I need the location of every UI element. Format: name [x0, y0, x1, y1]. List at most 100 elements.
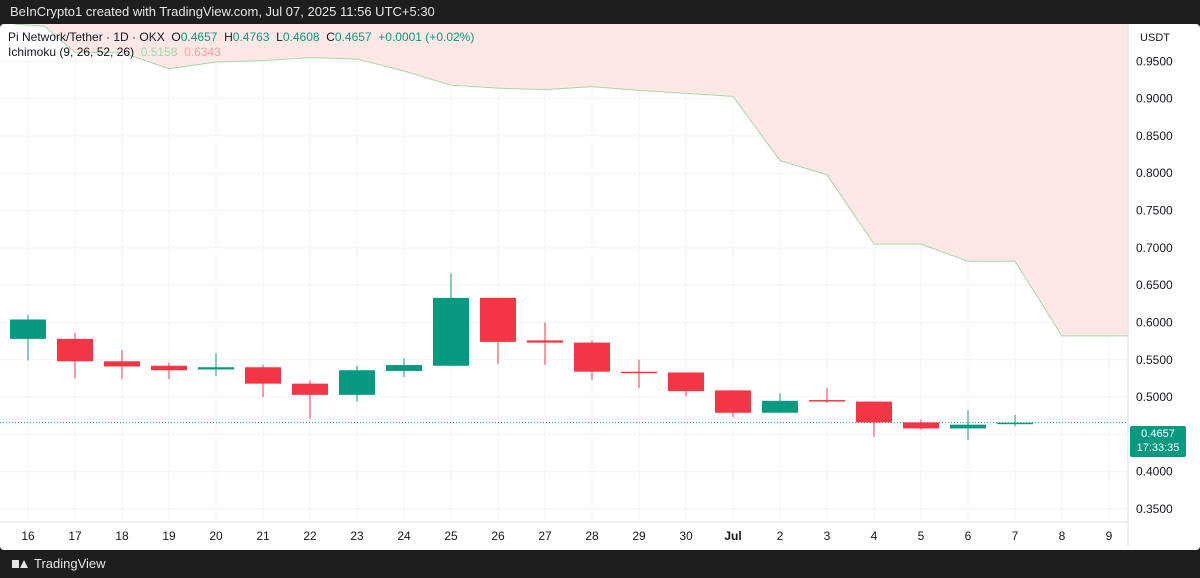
- price-tick-label: 0.8000: [1136, 166, 1173, 180]
- candles: [10, 273, 1033, 440]
- candle-body: [950, 424, 986, 429]
- candle-body: [10, 319, 46, 339]
- candle-body: [151, 365, 187, 371]
- legend-indicator-row[interactable]: Ichimoku (9, 26, 52, 26) 0.5158 0.6343: [8, 45, 474, 60]
- candle-body: [480, 297, 516, 342]
- bar-countdown: 17:33:35: [1136, 442, 1180, 454]
- time-tick-label: 9: [1106, 529, 1113, 543]
- time-tick-label: 3: [824, 529, 831, 543]
- candle: [57, 332, 93, 379]
- time-tick-label: 25: [444, 529, 458, 543]
- price-tick-label: 0.9000: [1136, 92, 1173, 106]
- time-tick-label: 21: [256, 529, 270, 543]
- candle-body: [668, 372, 704, 392]
- candle: [292, 380, 328, 419]
- candle-body: [292, 383, 328, 395]
- legend-c-value: 0.4657: [334, 30, 372, 44]
- indicator-value-2: 0.6343: [184, 45, 221, 59]
- time-tick-label: 8: [1059, 529, 1066, 543]
- legend-change: +0.0001 (+0.02%): [378, 30, 475, 44]
- time-tick-label: 29: [632, 529, 646, 543]
- time-tick-label: 22: [303, 529, 317, 543]
- price-tick-label: 0.6000: [1136, 315, 1173, 329]
- legend-o-label: O: [171, 30, 181, 44]
- price-tick-label: 0.8500: [1136, 129, 1173, 143]
- cloud-lower-line: [13, 24, 1128, 337]
- price-tick-label: 0.3500: [1136, 502, 1173, 516]
- time-tick-label: 6: [965, 529, 972, 543]
- price-tick-label: 0.7000: [1136, 241, 1173, 255]
- candle: [715, 390, 751, 418]
- candle: [245, 365, 281, 398]
- price-tick-label: 0.7500: [1136, 204, 1173, 218]
- time-tick-label: 24: [397, 529, 411, 543]
- candle-body: [104, 361, 140, 367]
- candle: [386, 358, 422, 377]
- legend-l-label: L: [276, 30, 283, 44]
- candle: [950, 410, 986, 440]
- candle: [151, 362, 187, 380]
- candle-body: [997, 422, 1033, 425]
- chart-panel[interactable]: 0.35000.40000.45000.50000.55000.60000.65…: [0, 24, 1200, 550]
- candle: [433, 273, 469, 366]
- candle-body: [856, 401, 892, 423]
- candle-body: [386, 365, 422, 371]
- time-tick-label: 19: [162, 529, 176, 543]
- candle: [856, 401, 892, 437]
- tradingview-logo[interactable]: TradingView: [12, 556, 106, 571]
- candle: [621, 359, 657, 389]
- candle-body: [762, 400, 798, 413]
- candle: [480, 297, 516, 365]
- price-tick-label: 0.6500: [1136, 278, 1173, 292]
- candle: [527, 322, 563, 366]
- legend-h-label: H: [224, 30, 233, 44]
- footer-bar: TradingView: [0, 550, 1200, 578]
- candle: [10, 315, 46, 361]
- candle-body: [574, 342, 610, 372]
- candle: [762, 393, 798, 413]
- time-tick-label: 28: [585, 529, 599, 543]
- price-tick-label: 0.5500: [1136, 353, 1173, 367]
- time-tick-label: 27: [538, 529, 552, 543]
- time-tick-label: 18: [115, 529, 129, 543]
- price-chart[interactable]: 0.35000.40000.45000.50000.55000.60000.65…: [0, 24, 1200, 550]
- time-tick-label: 2: [777, 529, 784, 543]
- cloud-fill: [13, 24, 1128, 336]
- time-tick-label: 30: [679, 529, 693, 543]
- candle-body: [198, 367, 234, 370]
- candle-body: [57, 338, 93, 362]
- price-axis: 0.35000.40000.45000.50000.55000.60000.65…: [1136, 54, 1173, 516]
- indicator-name[interactable]: Ichimoku (9, 26, 52, 26): [8, 45, 135, 59]
- last-price-value: 0.4657: [1141, 428, 1175, 440]
- currency-label[interactable]: USDT: [1140, 32, 1170, 44]
- tradingview-brand: TradingView: [34, 556, 106, 571]
- candle-body: [903, 422, 939, 429]
- time-axis: 16 17 18 19 20 21 22 23 24 25 26 27 28 29 30 Jul 2 3 4 5 6 7 8…: [21, 529, 1112, 543]
- attribution-text: BeInCrypto1 created with TradingView.com…: [10, 4, 435, 19]
- tradingview-logo-icon: [12, 558, 28, 570]
- legend: Pi Network/Tether · 1D · OKX O0.4657 H0.…: [8, 30, 474, 60]
- time-tick-label: 16: [21, 529, 35, 543]
- price-tick-label: 0.9500: [1136, 54, 1173, 68]
- legend-ohlc-row: Pi Network/Tether · 1D · OKX O0.4657 H0.…: [8, 30, 474, 45]
- candle-body: [433, 297, 469, 366]
- candle: [809, 388, 845, 404]
- time-tick-label: 20: [209, 529, 223, 543]
- price-tick-label: 0.5000: [1136, 390, 1173, 404]
- ichimoku-cloud: [13, 24, 1128, 337]
- time-tick-label: Jul: [724, 529, 741, 543]
- candle: [997, 414, 1033, 427]
- attribution-bar: BeInCrypto1 created with TradingView.com…: [0, 0, 1200, 24]
- price-tick-label: 0.4000: [1136, 465, 1173, 479]
- candle: [574, 340, 610, 380]
- time-tick-label: 26: [491, 529, 505, 543]
- legend-o-value: 0.4657: [180, 30, 218, 44]
- indicator-value-1: 0.5158: [140, 45, 178, 59]
- time-tick-label: 7: [1012, 529, 1019, 543]
- candle-body: [621, 371, 657, 374]
- candle-body: [809, 400, 845, 402]
- candle-body: [715, 390, 751, 413]
- legend-symbol: Pi Network/Tether · 1D · OKX: [8, 30, 165, 44]
- candle: [668, 372, 704, 397]
- time-tick-label: 4: [871, 529, 878, 543]
